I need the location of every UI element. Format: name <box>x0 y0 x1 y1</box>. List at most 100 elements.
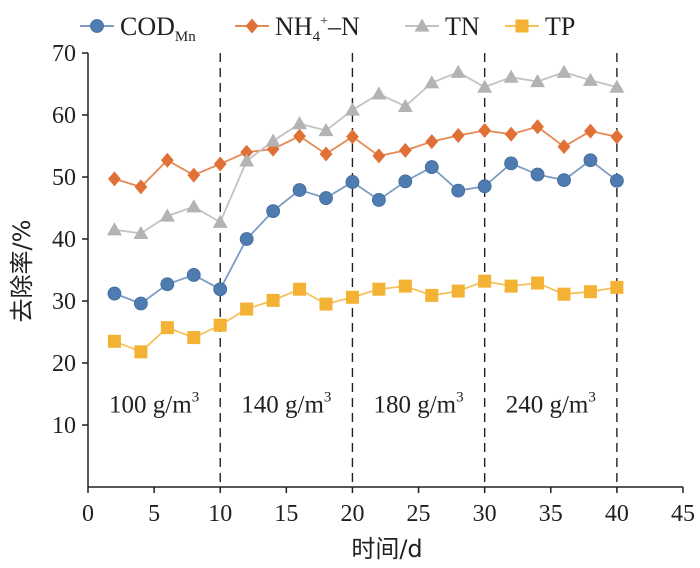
data-point <box>610 129 624 145</box>
x-tick-label: 25 <box>407 501 431 527</box>
data-point <box>240 144 254 160</box>
data-point <box>451 127 465 143</box>
chart-axes: 10 20 30 40 50 60 70 0 5 10 15 20 25 30 35 40 45 <box>52 41 695 527</box>
phase-label: 180 g/m3 <box>373 390 463 419</box>
legend-label: NH4+–N <box>275 12 360 45</box>
x-tick-label: 35 <box>539 501 563 527</box>
legend-marker <box>414 18 430 32</box>
data-point <box>398 174 413 189</box>
data-point <box>265 133 281 147</box>
data-point <box>160 277 175 292</box>
data-point <box>504 126 518 142</box>
y-tick-label: 60 <box>52 103 76 129</box>
data-point <box>424 75 440 89</box>
data-point <box>108 171 121 187</box>
series-square-3 <box>107 274 624 359</box>
x-tick-label: 20 <box>340 501 364 527</box>
data-point <box>583 153 598 168</box>
x-tick-label: 5 <box>148 501 160 527</box>
data-point <box>398 142 412 158</box>
data-point <box>557 139 571 155</box>
chart-series <box>106 64 625 359</box>
data-point <box>530 167 545 182</box>
y-tick-label: 50 <box>52 165 76 191</box>
x-tick-label: 45 <box>671 501 695 527</box>
phase-labels: 100 g/m3 140 g/m3 180 g/m3 240 g/m3 <box>109 390 596 419</box>
data-point <box>556 64 572 78</box>
data-point <box>504 279 518 293</box>
y-tick-label: 30 <box>52 289 76 315</box>
legend-marker <box>245 18 259 34</box>
data-point <box>609 79 625 93</box>
legend-item: TN <box>405 12 480 41</box>
data-point <box>107 334 121 348</box>
chart-legend: CODMn NH4+–N TN TP <box>80 12 575 45</box>
data-point <box>450 64 466 78</box>
data-point <box>584 123 597 139</box>
data-point <box>398 279 412 293</box>
data-point <box>345 175 360 189</box>
data-point <box>292 116 308 130</box>
legend-label: TN <box>445 12 480 41</box>
data-point <box>266 293 280 307</box>
data-point <box>477 179 492 194</box>
data-point <box>531 119 544 135</box>
data-point <box>344 102 360 116</box>
data-point <box>478 123 492 138</box>
data-point <box>293 282 307 296</box>
data-point <box>213 318 227 332</box>
legend-marker <box>515 19 529 33</box>
data-point <box>266 204 281 219</box>
data-point <box>557 287 571 301</box>
data-point <box>345 290 359 304</box>
data-point <box>425 134 439 150</box>
data-point <box>531 276 545 290</box>
data-point <box>504 156 519 171</box>
data-point <box>425 288 439 302</box>
legend-marker <box>90 19 104 33</box>
data-point <box>503 69 519 83</box>
x-axis-title: 时间/d <box>351 535 422 563</box>
data-point <box>346 129 359 145</box>
data-point <box>319 297 333 311</box>
data-point <box>134 179 148 195</box>
legend-item: NH4+–N <box>235 12 360 45</box>
x-tick-label: 15 <box>274 501 298 527</box>
phase-dividers <box>219 53 618 487</box>
data-point <box>451 183 466 198</box>
data-point <box>212 214 228 228</box>
series-diamond-1 <box>108 119 624 195</box>
x-tick-label: 30 <box>473 501 497 527</box>
phase-label: 100 g/m3 <box>109 390 199 419</box>
data-point <box>239 232 254 246</box>
legend-label: CODMn <box>120 12 196 45</box>
y-tick-label: 10 <box>52 413 76 439</box>
data-point <box>319 146 333 162</box>
data-point <box>557 173 571 188</box>
phase-label: 240 g/m3 <box>506 390 596 419</box>
data-point <box>213 156 227 172</box>
data-point <box>160 152 174 168</box>
data-point <box>582 72 598 86</box>
data-point <box>186 199 202 213</box>
data-point <box>106 222 122 236</box>
data-point <box>610 280 624 294</box>
data-point <box>424 160 439 174</box>
data-point <box>293 128 306 144</box>
data-point <box>583 285 597 299</box>
y-axis-title: 去除率/% <box>8 220 36 323</box>
x-tick-label: 40 <box>605 501 629 527</box>
data-point <box>478 274 492 288</box>
data-point <box>159 208 175 222</box>
data-point <box>160 321 174 335</box>
data-point <box>319 191 333 205</box>
series-circle-0 <box>107 153 624 311</box>
series-triangle-2 <box>106 64 625 240</box>
y-tick-label: 20 <box>52 351 76 377</box>
data-point <box>371 193 386 207</box>
data-point <box>372 148 386 164</box>
data-point <box>134 345 148 359</box>
data-point <box>187 167 201 183</box>
legend-item: CODMn <box>80 12 196 45</box>
